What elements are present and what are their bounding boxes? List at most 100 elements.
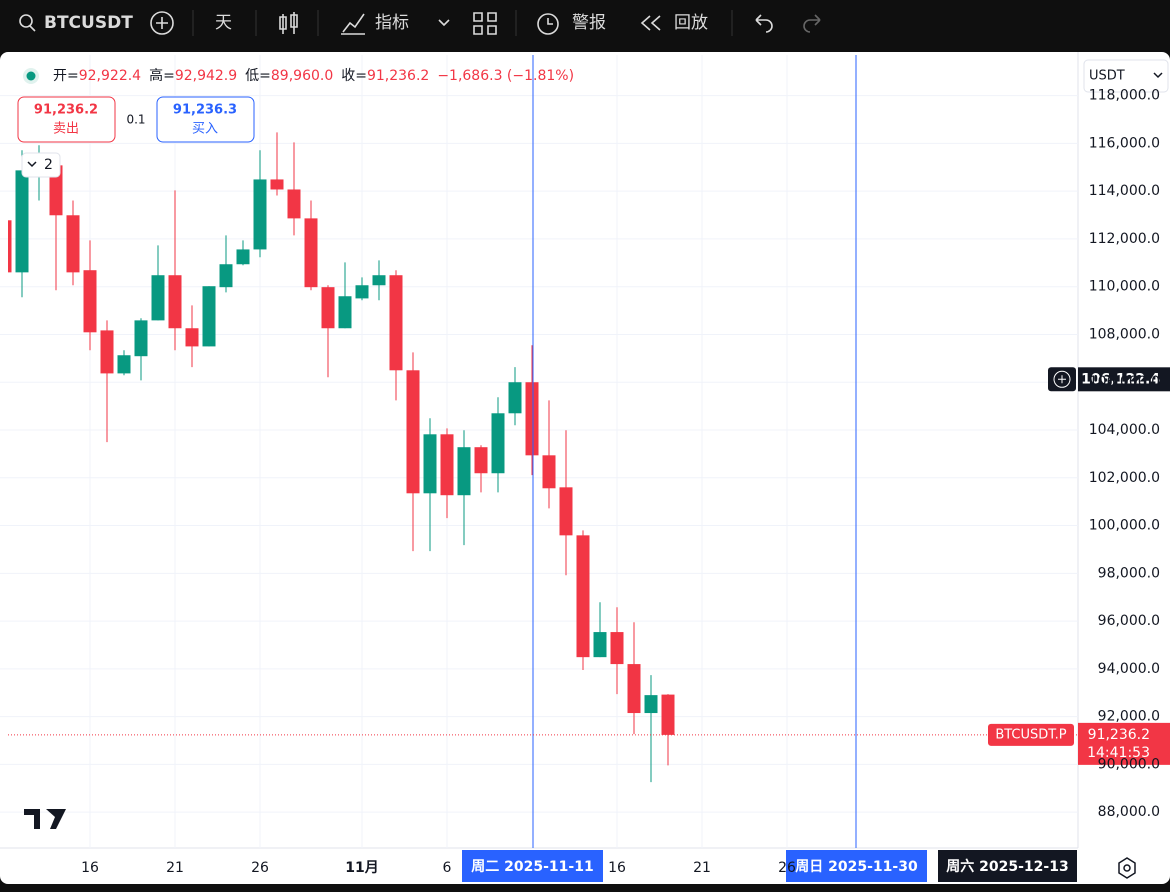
indicators[interactable]: 指标 xyxy=(375,13,409,33)
candle-body xyxy=(270,179,284,190)
candle-body xyxy=(236,249,250,265)
y-tick-label: 94,000.0 xyxy=(1098,661,1160,677)
candle-body xyxy=(389,275,403,371)
legend-value: 91,236.2 xyxy=(367,68,429,84)
status-dot xyxy=(26,71,36,81)
candle-body xyxy=(338,296,352,329)
candle-body xyxy=(406,370,420,494)
candle-body xyxy=(168,275,182,329)
candle-body xyxy=(627,664,641,714)
candle-body xyxy=(8,220,12,273)
redo[interactable] xyxy=(803,14,821,33)
candle-body xyxy=(542,455,556,489)
y-tick-label: 104,000.0 xyxy=(1089,422,1160,438)
y-tick-label: 90,000.0 xyxy=(1098,756,1160,772)
replay-icon[interactable] xyxy=(640,15,661,31)
y-tick-label: 108,000.0 xyxy=(1089,326,1160,342)
candle-body xyxy=(287,189,301,219)
time-label: 周二 2025-11-11 xyxy=(471,859,593,875)
x-tick-label: 21 xyxy=(693,860,711,876)
layouts[interactable] xyxy=(473,12,497,35)
candle-body xyxy=(253,179,267,250)
y-tick-label: 116,000.0 xyxy=(1089,135,1160,151)
legend-change: −1,686.3 (−1.81%) xyxy=(437,68,574,84)
buy-price: 91,236.3 xyxy=(173,103,237,118)
time-label: 周六 2025-12-13 xyxy=(946,858,1068,875)
y-tick-label: 118,000.0 xyxy=(1089,88,1160,104)
ohlc-legend: 开=92,922.4 高=92,942.9 低=89,960.0 收=91,236.2… xyxy=(53,67,574,84)
last-price-box xyxy=(1078,722,1170,765)
time-label: 周日 2025-11-30 xyxy=(795,859,918,875)
legend-value: 92,922.4 xyxy=(79,68,141,84)
y-tick-label: 88,000.0 xyxy=(1098,804,1160,820)
buy-label: 买入 xyxy=(192,122,218,137)
candle-body xyxy=(610,632,624,665)
alerts[interactable]: 警报 xyxy=(572,13,606,33)
candle-body xyxy=(100,330,114,374)
candle-body xyxy=(49,165,63,216)
indicators-icon[interactable] xyxy=(341,13,365,35)
settings[interactable] xyxy=(1118,857,1136,879)
x-tick-label: 26 xyxy=(251,860,269,876)
sell-button[interactable] xyxy=(17,96,116,143)
y-tick-label: 92,000.0 xyxy=(1098,709,1160,725)
candle-body xyxy=(202,286,216,347)
y-tick-label: 100,000.0 xyxy=(1089,518,1160,534)
legend-value: 89,960.0 xyxy=(271,68,333,84)
candle-body xyxy=(440,434,454,496)
badge-count: 2 xyxy=(44,157,53,173)
x-tick-label: 11月 xyxy=(345,860,378,876)
y-tick-label: 102,000.0 xyxy=(1089,470,1160,486)
candle-body xyxy=(66,215,80,273)
crosshair-plus-sign xyxy=(1058,375,1066,384)
buy-button[interactable] xyxy=(156,96,255,143)
candle-body xyxy=(372,275,386,286)
legend-value: 92,942.9 xyxy=(175,68,237,84)
candle-body xyxy=(593,632,607,658)
x-tick-label: 16 xyxy=(81,860,99,876)
legend-key: 收= xyxy=(341,68,367,84)
interval[interactable]: 天 xyxy=(215,13,232,33)
undo[interactable] xyxy=(755,14,773,33)
last-price-symbol: BTCUSDT.P xyxy=(995,727,1066,742)
x-tick-label: 16 xyxy=(608,860,626,876)
crosshair-plus xyxy=(1053,370,1071,388)
candle-body xyxy=(491,413,505,474)
add-symbol[interactable] xyxy=(150,11,174,35)
logo xyxy=(24,809,66,829)
candle-body xyxy=(304,218,318,288)
x-tick-label: 6 xyxy=(443,860,452,876)
candle-body xyxy=(151,275,165,321)
x-tick-label: 26 xyxy=(778,860,796,876)
currency-select[interactable] xyxy=(1083,59,1169,93)
sell-price: 91,236.2 xyxy=(34,103,98,118)
legend-key: 高= xyxy=(149,67,175,84)
y-tick-label: 96,000.0 xyxy=(1098,613,1160,629)
candle-body xyxy=(661,694,675,735)
crosshair-price-box xyxy=(1078,367,1170,392)
quantity[interactable]: 0.1 xyxy=(126,113,145,127)
chart-type[interactable] xyxy=(279,12,298,34)
last-price-label: 91,236.2 xyxy=(1088,727,1150,743)
candle-body xyxy=(559,487,573,536)
candle-body xyxy=(644,695,658,714)
candle-body xyxy=(117,355,131,374)
candle-body xyxy=(219,264,233,288)
badge[interactable] xyxy=(21,152,61,178)
replay[interactable]: 回放 xyxy=(674,13,708,33)
candle-body xyxy=(134,320,148,357)
legend-key: 开= xyxy=(53,68,79,84)
time-label-box xyxy=(462,850,603,882)
last-price-symbol-box xyxy=(988,723,1074,746)
y-tick-label: 98,000.0 xyxy=(1098,565,1160,581)
candle-body xyxy=(474,447,488,474)
symbol[interactable]: BTCUSDT xyxy=(44,13,133,33)
currency: USDT xyxy=(1089,69,1125,84)
crosshair-price: 106,122.4 xyxy=(1081,371,1160,387)
search-icon[interactable] xyxy=(19,14,33,28)
candle-body xyxy=(321,287,335,329)
alert-icon[interactable] xyxy=(537,13,559,35)
candle-body xyxy=(423,434,437,494)
y-tick-label: 110,000.0 xyxy=(1089,279,1160,295)
